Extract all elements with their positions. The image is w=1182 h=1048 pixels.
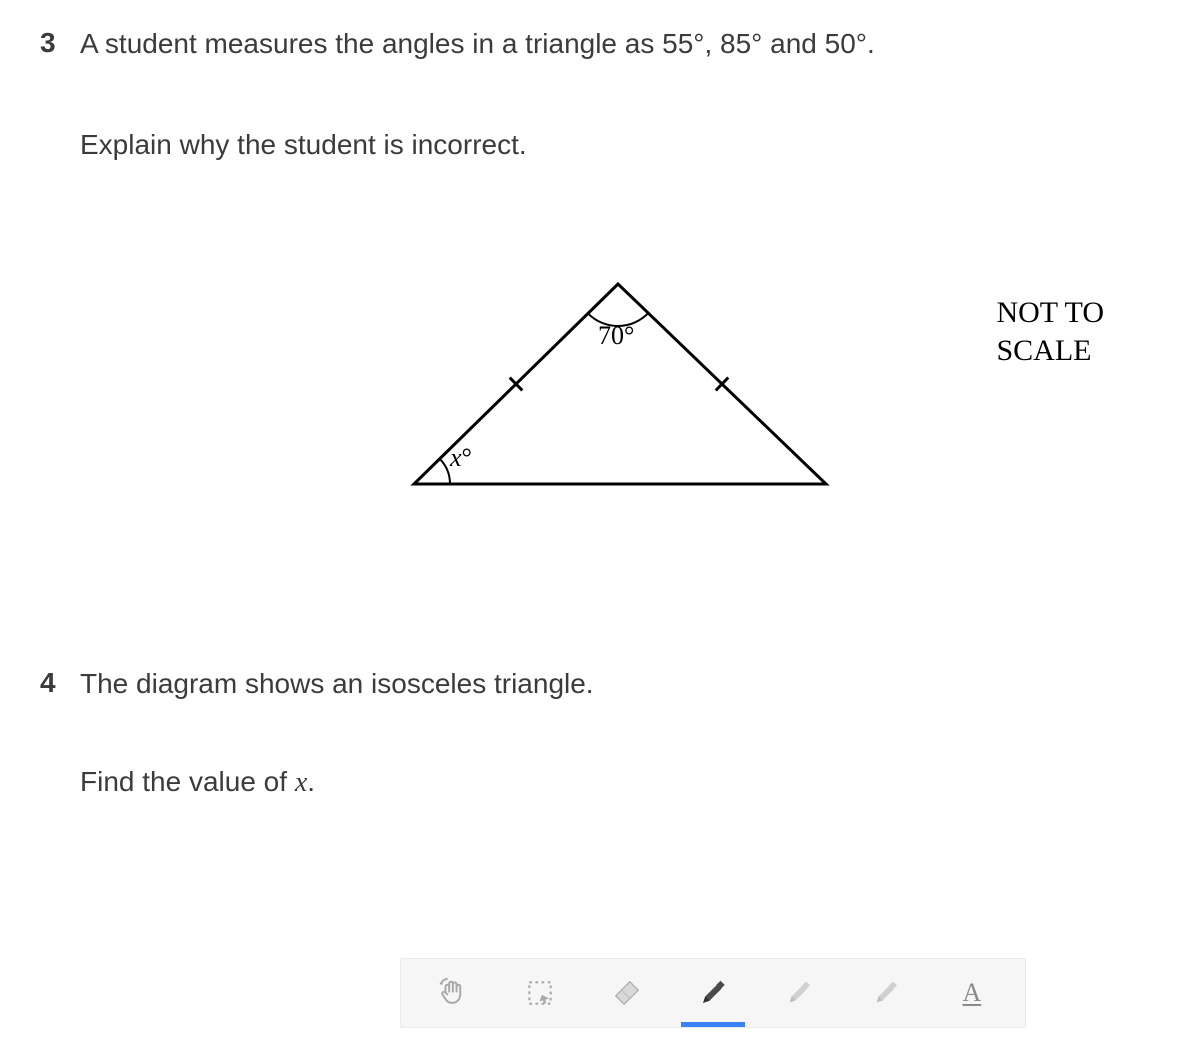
question-3-line2: Explain why the student is incorrect. bbox=[80, 125, 1146, 164]
pen-icon bbox=[696, 976, 730, 1010]
question-4: 4 The diagram shows an isosceles triangl… bbox=[40, 664, 1146, 801]
question-3-line1: A student measures the angles in a trian… bbox=[80, 24, 875, 63]
question-3-number: 3 bbox=[40, 24, 62, 62]
question-4-line2-pre: Find the value of bbox=[80, 766, 295, 797]
not-to-scale-line1: NOT TO bbox=[996, 294, 1104, 332]
question-4-variable: x bbox=[295, 767, 307, 798]
pen-light-1-tool-button[interactable] bbox=[767, 965, 831, 1021]
question-4-line2: Find the value of x. bbox=[80, 762, 1146, 802]
text-tool-icon: A bbox=[962, 978, 981, 1008]
triangle-svg: 70° x° bbox=[400, 274, 840, 524]
pen-light-2-tool-button[interactable] bbox=[854, 965, 918, 1021]
triangle-diagram: NOT TO SCALE 70° x° bbox=[40, 274, 1146, 634]
svg-text:x°: x° bbox=[449, 443, 472, 472]
annotation-toolbar: A bbox=[400, 958, 1026, 1028]
text-tool-button[interactable]: A bbox=[940, 965, 1004, 1021]
not-to-scale-label: NOT TO SCALE bbox=[996, 294, 1104, 369]
not-to-scale-line2: SCALE bbox=[996, 332, 1104, 370]
hand-icon bbox=[437, 976, 471, 1010]
pan-tool-button[interactable] bbox=[422, 965, 486, 1021]
highlighter-icon bbox=[870, 977, 902, 1009]
pen-icon bbox=[783, 977, 815, 1009]
select-tool-button[interactable] bbox=[508, 965, 572, 1021]
pen-dark-tool-button[interactable] bbox=[681, 965, 745, 1021]
question-4-number: 4 bbox=[40, 664, 62, 702]
eraser-tool-button[interactable] bbox=[595, 965, 659, 1021]
question-3: 3 A student measures the angles in a tri… bbox=[40, 24, 1146, 63]
page-content: 3 A student measures the angles in a tri… bbox=[0, 0, 1182, 802]
question-4-line1: The diagram shows an isosceles triangle. bbox=[80, 664, 594, 703]
question-4-line2-post: . bbox=[307, 766, 315, 797]
svg-text:70°: 70° bbox=[598, 321, 634, 350]
eraser-icon bbox=[610, 976, 644, 1010]
selection-icon bbox=[524, 977, 556, 1009]
active-tool-indicator bbox=[681, 1022, 745, 1027]
